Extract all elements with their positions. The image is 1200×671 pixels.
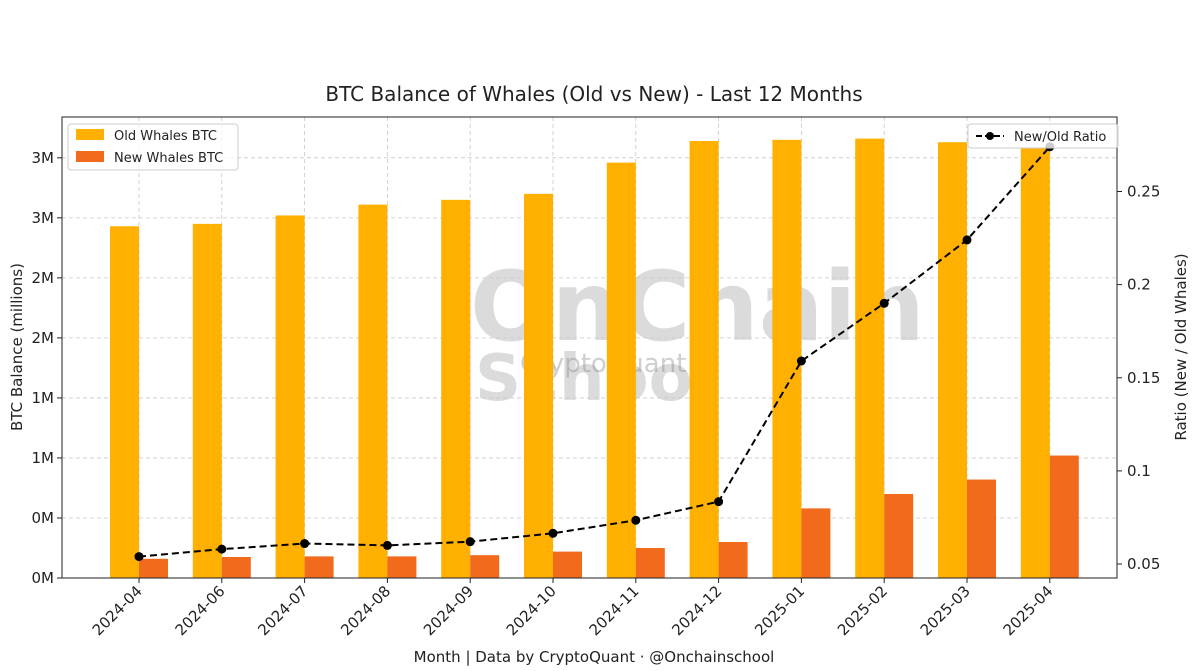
y-tick-label: 3M <box>32 149 55 167</box>
ratio-point <box>962 235 972 245</box>
y-tick-label: 1M <box>32 389 55 407</box>
bar <box>524 193 553 579</box>
watermark: School <box>475 342 714 416</box>
bar <box>221 556 251 578</box>
bar <box>689 141 719 578</box>
x-tick-label: 2025-02 <box>834 582 891 639</box>
x-tick-label: 2024-07 <box>254 582 311 639</box>
bar <box>938 142 967 578</box>
bar <box>110 226 139 579</box>
plot-frame <box>61 116 1118 579</box>
y2-axis-label: Ratio (New / Old Whales) <box>1172 253 1190 440</box>
y2-tick-label: 0.25 <box>1127 183 1160 201</box>
x-tick-label: 2024-09 <box>420 582 477 639</box>
y-tick-label: 2M <box>32 329 55 347</box>
legend-label: New/Old Ratio <box>1014 130 1106 145</box>
bar <box>553 551 582 578</box>
bar <box>358 204 388 579</box>
bar <box>772 139 802 579</box>
y-tick-label: 2M <box>32 269 55 287</box>
bar <box>884 493 914 578</box>
bar <box>606 162 636 578</box>
y-tick-label: 3M <box>32 209 55 227</box>
y-tick-label: 1M <box>32 449 55 467</box>
bar <box>718 541 748 578</box>
y2-tick-label: 0.2 <box>1127 276 1151 294</box>
x-tick-label: 2025-04 <box>1000 582 1057 639</box>
bar <box>192 223 222 578</box>
ratio-point <box>465 537 475 547</box>
legend-box <box>967 123 1119 149</box>
ratio-point <box>382 540 392 550</box>
bar <box>470 555 500 578</box>
legend-swatch <box>986 132 994 140</box>
legend-swatch <box>76 129 104 140</box>
bar <box>855 138 885 578</box>
y-tick-label: 0M <box>32 569 55 587</box>
ratio-point <box>217 544 227 554</box>
x-tick-label: 2024-12 <box>668 582 725 639</box>
legend-label: Old Whales BTC <box>114 129 217 144</box>
ratio-line <box>138 146 1051 558</box>
x-tick-label: 2025-01 <box>751 582 808 639</box>
bar <box>967 479 996 578</box>
bar <box>304 556 334 578</box>
chart-title: BTC Balance of Whales (Old vs New) - Las… <box>325 82 862 106</box>
ratio-point <box>134 552 144 562</box>
x-tick-label: 2024-06 <box>172 582 229 639</box>
legend-box <box>67 123 239 171</box>
y-axis-label: BTC Balance (millions) <box>8 263 26 431</box>
bar <box>139 558 168 578</box>
x-tick-label: 2024-11 <box>586 582 643 639</box>
ratio-point <box>714 497 724 507</box>
ratio-point <box>879 298 889 308</box>
x-tick-label: 2024-08 <box>337 582 394 639</box>
bar <box>635 547 665 578</box>
x-tick-label: 2025-03 <box>917 582 974 639</box>
ratio-point <box>300 539 310 549</box>
legend-label: New Whales BTC <box>114 151 223 166</box>
y2-tick-label: 0.1 <box>1127 462 1151 480</box>
bar <box>1020 148 1050 578</box>
bar <box>387 556 417 578</box>
x-tick-label: 2024-04 <box>89 582 146 639</box>
ratio-point <box>796 356 806 366</box>
y2-tick-label: 0.15 <box>1127 369 1160 387</box>
bar <box>441 199 471 578</box>
x-axis-label: Month | Data by CryptoQuant · @Onchainsc… <box>414 648 775 666</box>
bar <box>801 508 831 578</box>
y2-tick-label: 0.05 <box>1127 555 1160 573</box>
x-tick-label: 2024-10 <box>503 582 560 639</box>
ratio-point <box>548 528 558 538</box>
bar <box>275 215 305 579</box>
bar <box>1049 455 1079 578</box>
y-tick-label: 0M <box>32 509 55 527</box>
legend-swatch <box>76 151 104 162</box>
ratio-point <box>631 515 641 525</box>
